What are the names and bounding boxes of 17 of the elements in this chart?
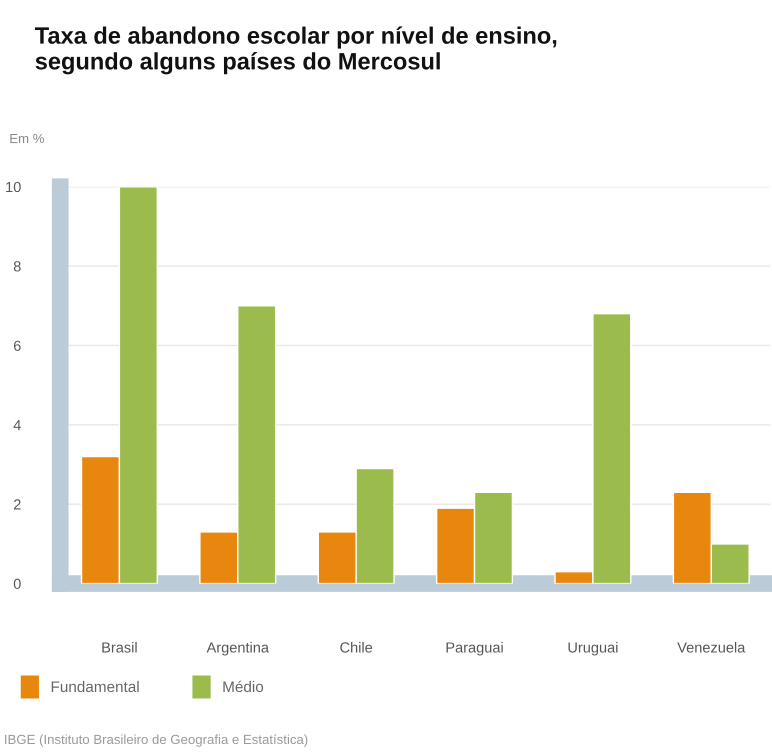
y-tick-label: 6 bbox=[14, 340, 21, 351]
x-tick-label: Argentina bbox=[206, 642, 269, 656]
text: IBGE (Instituto Brasileiro de Geografia e Estatística) bbox=[5, 734, 308, 747]
y-axis-title: Em % bbox=[10, 134, 44, 144]
legend-label: Médio bbox=[223, 680, 264, 692]
x-tick-label: Chile bbox=[340, 642, 372, 653]
x-tick-label: Paraguai bbox=[446, 642, 503, 656]
x-tick-label: Uruguai bbox=[568, 642, 618, 656]
y-tick-label: 4 bbox=[14, 420, 21, 430]
x-tick-label: Venezuela bbox=[677, 642, 746, 653]
y-tick-label: 10 bbox=[6, 182, 21, 192]
legend-label: Fundamental bbox=[52, 680, 139, 692]
x-tick-label: Brasil bbox=[102, 642, 137, 653]
y-tick-label: 2 bbox=[14, 499, 21, 510]
chart-title: Taxa de abandono escolar por nível de ensino, segundo alguns países do Mercosul bbox=[35, 26, 556, 74]
y-tick-label: 8 bbox=[14, 261, 21, 272]
y-tick-label: 0 bbox=[14, 578, 21, 590]
